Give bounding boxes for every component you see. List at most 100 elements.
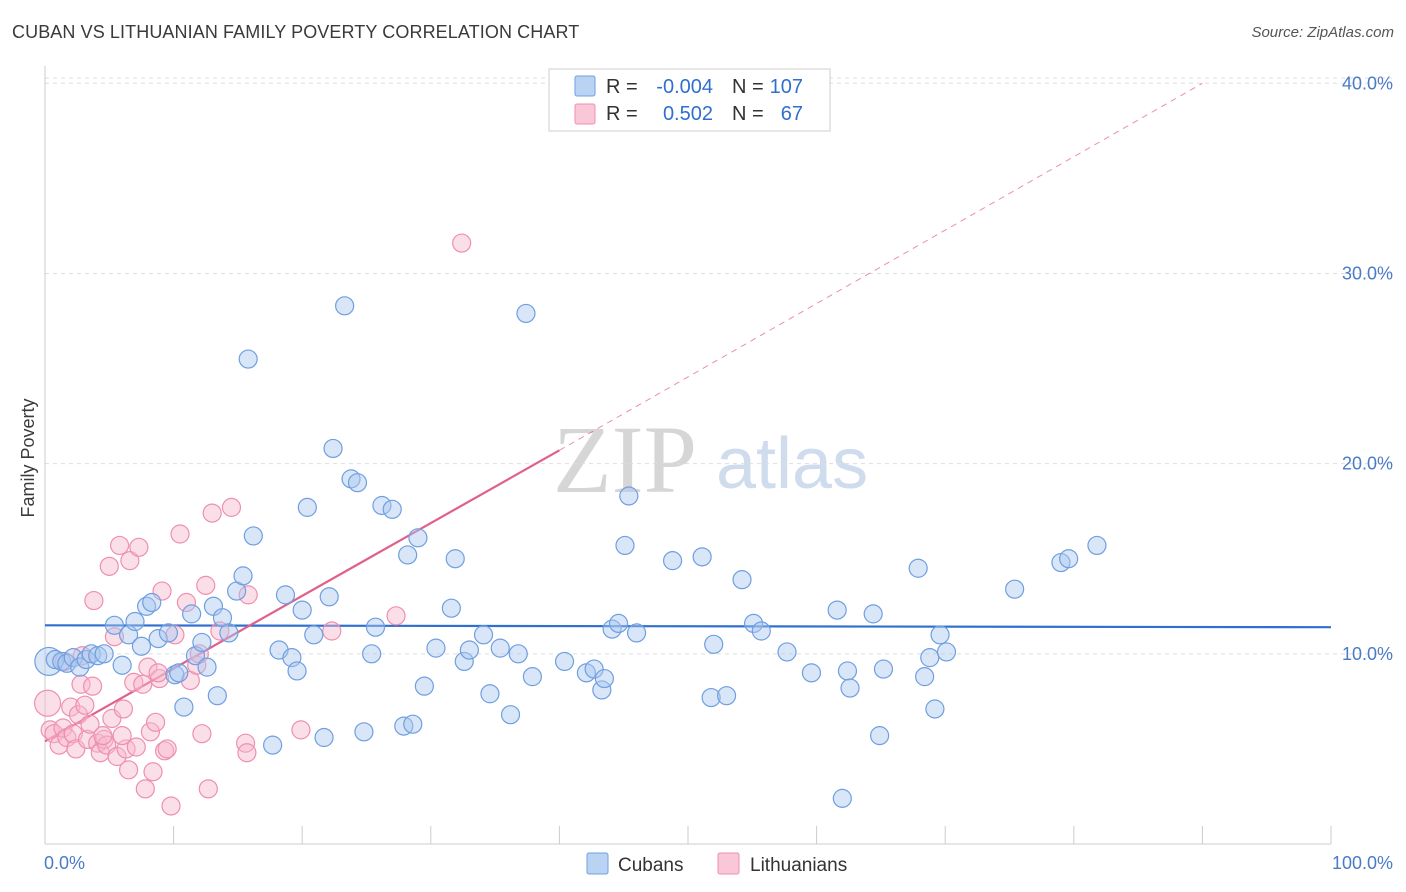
cubans-trend-line xyxy=(44,624,1332,629)
cubans-point xyxy=(500,705,521,725)
cubans-point xyxy=(508,644,528,664)
legend-r-label-lithuanians: R = xyxy=(606,103,638,125)
cubans-point xyxy=(473,625,494,645)
lithuanians-point xyxy=(148,663,168,683)
cubans-point xyxy=(827,600,847,620)
cubans-point xyxy=(347,473,368,493)
cubans-point xyxy=(832,788,852,808)
lithuanians-point xyxy=(143,762,163,782)
lithuanians-point xyxy=(112,726,132,746)
cubans-point xyxy=(304,625,324,645)
lithuanians-point xyxy=(291,720,311,740)
lithuanians-point xyxy=(138,657,158,677)
bottom-legend-label-cubans: Cubans xyxy=(618,855,684,876)
lithuanians-points xyxy=(33,233,472,816)
cubans-point xyxy=(870,726,890,746)
y-tick-label-20: 20.0% xyxy=(1342,454,1393,474)
cubans-point xyxy=(704,634,724,654)
lithuanians-point xyxy=(170,524,190,544)
cubans-point xyxy=(837,661,858,681)
x-tick-label-max: 100.0% xyxy=(1332,853,1393,873)
cubans-point xyxy=(1087,535,1107,556)
cubans-point xyxy=(182,604,202,624)
top-legend: R = -0.004 N = 107 R = 0.502 N = 67 xyxy=(548,68,831,132)
lithuanians-point xyxy=(145,712,166,732)
cubans-point xyxy=(169,663,189,683)
cubans-point xyxy=(608,613,629,634)
bottom-legend-label-lithuanians: Lithuanians xyxy=(750,855,847,876)
cubans-point xyxy=(732,570,752,590)
legend-n-value-lithuanians: 67 xyxy=(781,103,803,125)
cubans-point xyxy=(382,499,402,519)
cubans-point xyxy=(197,657,217,677)
lithuanians-point xyxy=(63,724,83,744)
cubans-point xyxy=(751,621,771,641)
lithuanians-point xyxy=(176,592,197,613)
lithuanians-point xyxy=(129,537,149,557)
cubans-point xyxy=(142,592,162,613)
lithuanians-point xyxy=(61,697,81,717)
cubans-point xyxy=(801,663,822,683)
y-tick-label-40: 40.0% xyxy=(1342,73,1393,93)
cubans-point xyxy=(403,714,423,734)
bottom-legend-swatch-cubans xyxy=(586,852,609,875)
cubans-point xyxy=(454,651,474,672)
legend-n-label-cubans: N = xyxy=(732,76,764,98)
cubans-point xyxy=(873,659,894,679)
lithuanians-point xyxy=(322,621,342,641)
cubans-point xyxy=(131,636,152,656)
y-tick-label-30: 30.0% xyxy=(1342,263,1393,283)
cubans-point xyxy=(1059,549,1079,569)
cubans-point xyxy=(112,655,132,675)
cubans-point xyxy=(619,486,639,506)
cubans-point xyxy=(408,528,428,548)
lithuanians-point xyxy=(118,760,139,780)
lithuanians-point xyxy=(113,699,134,719)
cubans-point xyxy=(692,547,712,567)
cubans-point xyxy=(459,640,479,660)
cubans-point xyxy=(233,566,253,586)
cubans-point xyxy=(743,613,764,634)
legend-n-label-lithuanians: N = xyxy=(732,103,764,125)
cubans-point xyxy=(522,667,542,687)
lithuanians-point xyxy=(135,779,155,799)
cubans-point xyxy=(219,623,239,643)
cubans-point xyxy=(398,545,418,565)
cubans-point xyxy=(323,438,343,459)
source-credit: Source: ZipAtlas.com xyxy=(1251,24,1394,41)
x-tick-labels: 0.0% 100.0% xyxy=(44,853,1393,873)
cubans-point xyxy=(192,632,212,653)
lithuanians-point xyxy=(238,585,258,605)
cubans-points xyxy=(34,296,1107,808)
cubans-point xyxy=(1005,579,1025,599)
legend-swatch-cubans xyxy=(574,75,596,97)
lithuanians-point xyxy=(120,551,140,571)
cubans-point xyxy=(445,549,465,569)
cubans-point xyxy=(292,600,312,620)
cubans-point xyxy=(426,638,446,658)
lithuanians-point xyxy=(198,779,218,799)
cubans-point xyxy=(104,615,125,635)
axes xyxy=(44,66,1332,845)
cubans-point xyxy=(925,699,945,719)
cubans-point xyxy=(362,644,382,664)
cubans-point xyxy=(716,686,737,706)
lithuanians-point xyxy=(104,627,125,647)
trend-lines xyxy=(44,82,1332,743)
cubans-point xyxy=(136,596,157,616)
cubans-point xyxy=(335,296,355,316)
cubans-point xyxy=(920,648,940,668)
legend-r-value-lithuanians: 0.502 xyxy=(663,103,713,125)
cubans-point xyxy=(554,651,575,672)
y-tick-label-10: 10.0% xyxy=(1342,644,1393,664)
lithuanians-point xyxy=(161,796,181,816)
lithuanians-point xyxy=(53,718,73,738)
cubans-point xyxy=(615,535,635,556)
cubans-point xyxy=(319,587,339,607)
lithuanians-point xyxy=(202,503,222,523)
cubans-point xyxy=(174,697,194,717)
lithuanians-point xyxy=(126,737,146,757)
cubans-point xyxy=(287,661,307,681)
lithuanians-point xyxy=(196,575,216,595)
